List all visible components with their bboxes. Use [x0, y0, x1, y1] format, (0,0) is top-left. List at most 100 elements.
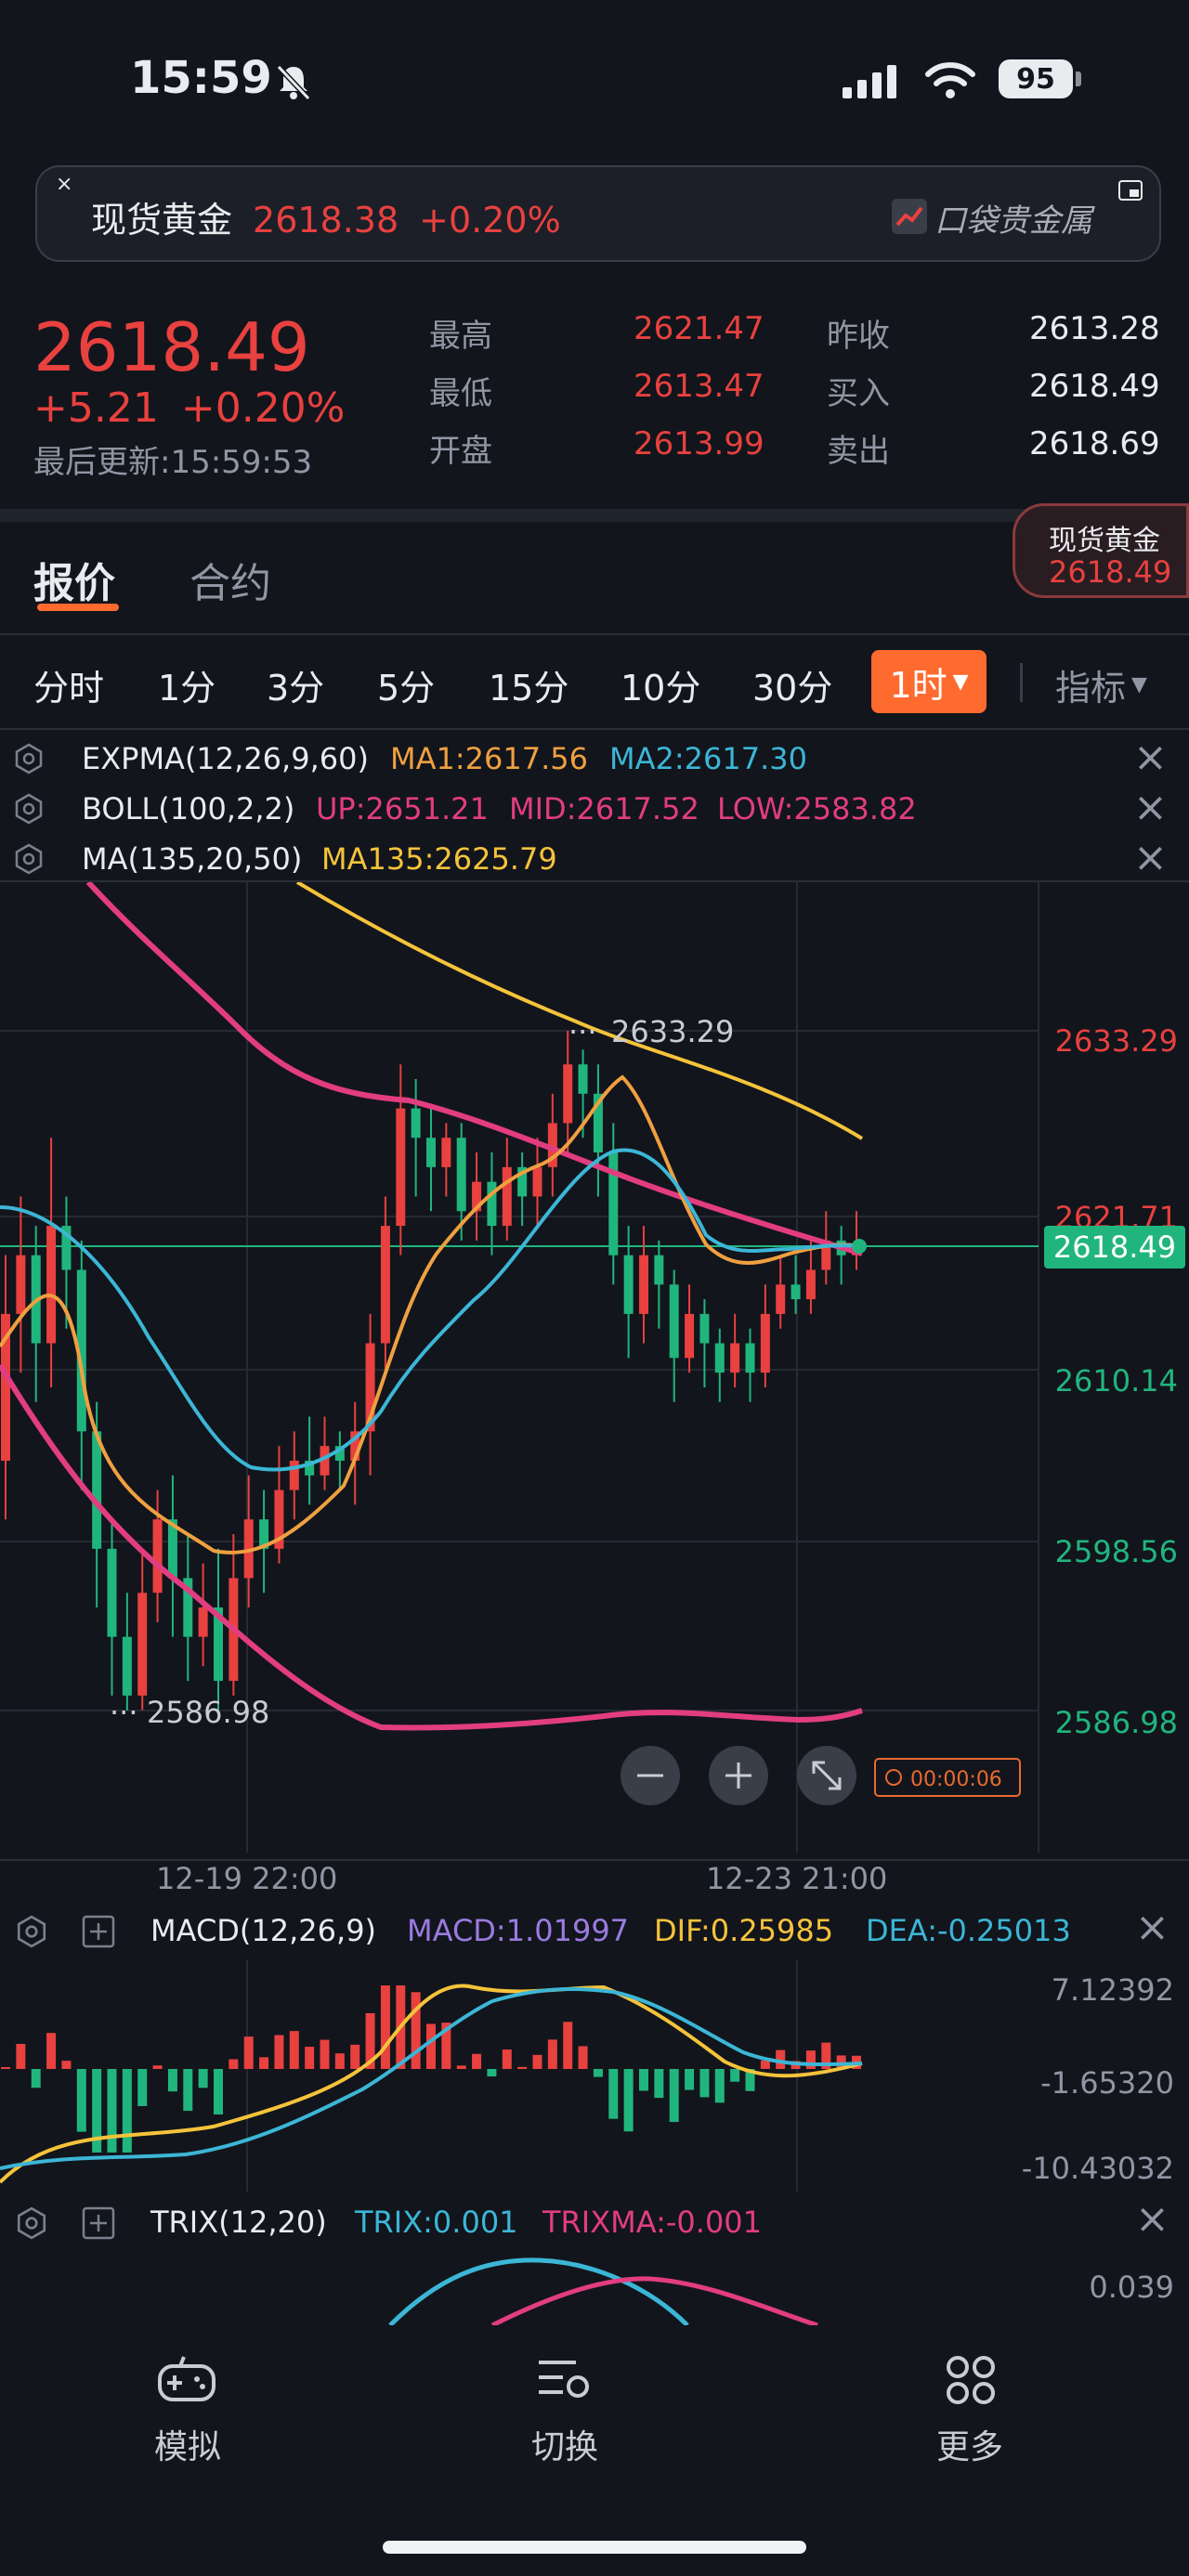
stat-label: 昨收 [827, 318, 890, 355]
overlay-value-up: UP:2651.21 [316, 791, 489, 826]
fullscreen-expand-icon[interactable] [797, 1746, 856, 1805]
caret-down-icon: ▼ [952, 670, 969, 694]
stat-value: 2618.49 [1029, 368, 1160, 405]
x-axis-label: 12-23 21:00 [706, 1861, 888, 1896]
y-axis: 2633.29 2621.71 2610.14 2598.56 2586.98 [1055, 1023, 1178, 1740]
brand-name: 口袋贵金属 [934, 202, 1092, 240]
candle [669, 1269, 679, 1402]
close-icon[interactable]: × [1135, 1904, 1169, 1951]
home-indicator[interactable] [383, 2541, 806, 2554]
macd-bar [669, 2069, 679, 2123]
tab-bar: 报价 合约 [0, 527, 1003, 630]
close-icon[interactable]: × [1133, 834, 1168, 881]
divider [1020, 663, 1023, 702]
candle [805, 1240, 816, 1314]
candle [229, 1534, 239, 1696]
candle [320, 1416, 330, 1490]
high-marker: 2633.29 [611, 1014, 734, 1049]
macd-bar [502, 2049, 512, 2069]
macd-bar [31, 2069, 41, 2088]
divider [0, 509, 1189, 522]
interval-15m[interactable]: 15分 [489, 668, 569, 709]
interval-5m[interactable]: 5分 [377, 668, 436, 709]
overlay-value-mid: MID:2617.52 [509, 791, 699, 826]
macd-bar [441, 2023, 451, 2069]
tab-quote[interactable]: 报价 [33, 560, 115, 607]
price-change-pct: +0.20% [180, 384, 346, 432]
trix-line [388, 2257, 689, 2325]
add-indicator-icon[interactable] [82, 1915, 115, 1948]
candle [259, 1490, 269, 1594]
stats-row: 最低 2613.47 买入 2618.49 [429, 368, 1163, 425]
indicator-menu[interactable]: 指标 ▼ [1055, 659, 1147, 710]
banner-close-icon[interactable]: × [56, 173, 73, 196]
macd-bar [61, 2061, 72, 2069]
caret-down-icon: ▼ [1131, 673, 1147, 696]
tab-contract[interactable]: 合约 [189, 560, 271, 607]
candlestick-chart[interactable]: 2633.29 ··· 2586.98 ··· 2633.29 2621.71 … [0, 882, 1189, 1857]
candle [274, 1446, 284, 1564]
interval-1h-selected[interactable]: 1时 ▼ [871, 650, 986, 713]
macd-bar [46, 2033, 57, 2069]
overlay-name: MA(135,20,50) [82, 841, 303, 877]
interval-30m[interactable]: 30分 [752, 668, 833, 709]
stat-value: 2618.69 [1029, 425, 1160, 462]
close-icon[interactable]: × [1133, 734, 1168, 781]
bottom-nav: 模拟 切换 更多 [0, 2325, 1189, 2576]
overlay-row-ma: MA(135,20,50) MA135:2625.79 × [0, 832, 1189, 882]
overlay-row-boll: BOLL(100,2,2) UP:2651.21 MID:2617.52 LOW… [0, 782, 1189, 832]
macd-bar [578, 2046, 588, 2069]
settings-hexagon-icon[interactable] [13, 793, 45, 825]
close-icon[interactable]: × [1135, 2195, 1169, 2243]
add-indicator-icon[interactable] [82, 2206, 115, 2240]
macd-bar [745, 2069, 755, 2091]
settings-hexagon-icon[interactable] [15, 2206, 48, 2240]
settings-hexagon-icon[interactable] [15, 1915, 48, 1948]
trix-axis-label: 0.039 [1089, 2270, 1174, 2305]
gamepad-icon [158, 2356, 216, 2401]
nav-more[interactable]: 更多 [923, 2353, 1020, 2474]
macd-bar [547, 2039, 557, 2069]
floating-price-badge[interactable]: 现货黄金 2618.49 [1013, 503, 1189, 598]
candle [760, 1284, 770, 1387]
candle [730, 1313, 740, 1387]
divider [0, 728, 1189, 730]
y-axis-label: 2586.98 [1055, 1705, 1178, 1740]
interval-10m[interactable]: 10分 [621, 668, 701, 709]
interval-time-sharing[interactable]: 分时 [33, 668, 105, 709]
candle [46, 1138, 57, 1387]
stat-value: 2613.99 [634, 425, 764, 462]
current-price: 2618.49 [33, 308, 310, 386]
nav-more-label: 更多 [936, 2428, 1004, 2466]
price-banner[interactable]: × 现货黄金 2618.38 +0.20% 口袋贵金属 [35, 165, 1161, 262]
macd-bar [1, 2067, 10, 2069]
candle [776, 1255, 786, 1329]
macd-dea-line [0, 1987, 863, 2170]
macd-bar [623, 2069, 634, 2132]
settings-hexagon-icon[interactable] [13, 743, 45, 774]
interval-1m[interactable]: 1分 [158, 668, 216, 709]
interval-3m[interactable]: 3分 [267, 668, 325, 709]
picture-in-picture-icon[interactable] [1118, 180, 1143, 201]
candle [623, 1226, 634, 1359]
zoom-in-button[interactable] [709, 1746, 768, 1805]
overlay-row-expma: EXPMA(12,26,9,60) MA1:2617.56 MA2:2617.3… [0, 732, 1189, 782]
macd-bar [259, 2057, 269, 2069]
macd-bar [730, 2069, 740, 2082]
nav-simulate[interactable]: 模拟 [139, 2353, 236, 2474]
close-icon[interactable]: × [1133, 784, 1168, 831]
stat-label: 买入 [827, 375, 890, 412]
low-marker-dots: ··· [110, 1695, 138, 1730]
zoom-out-button[interactable] [621, 1746, 680, 1805]
candle [745, 1328, 755, 1402]
overlay-name: EXPMA(12,26,9,60) [82, 741, 369, 776]
nav-switch[interactable]: 切换 [516, 2353, 613, 2474]
overlay-value-ma2: MA2:2617.30 [609, 741, 807, 776]
settings-hexagon-icon[interactable] [13, 843, 45, 875]
macd-axis-label: 7.12392 [1052, 1972, 1174, 2008]
macd-bar [76, 2069, 86, 2132]
floating-badge-price: 2618.49 [1049, 554, 1172, 590]
indicator-menu-label: 指标 [1055, 668, 1127, 709]
expma-ma1-line [0, 1074, 863, 1555]
divider [0, 1859, 1189, 1861]
